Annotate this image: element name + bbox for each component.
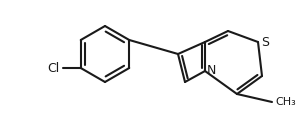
Text: N: N (207, 64, 216, 77)
Text: S: S (261, 35, 269, 48)
Text: CH₃: CH₃ (275, 96, 296, 106)
Text: Cl: Cl (47, 62, 60, 75)
